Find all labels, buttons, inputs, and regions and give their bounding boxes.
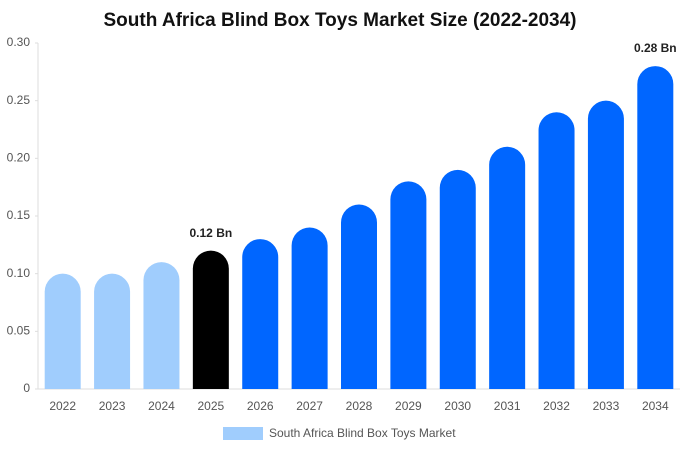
bar — [439, 169, 476, 389]
y-tick-label: 0.25 — [7, 93, 31, 107]
bar — [192, 250, 229, 389]
x-tick-label: 2034 — [642, 399, 669, 413]
bar — [341, 204, 377, 389]
y-tick-label: 0.15 — [7, 208, 31, 222]
legend-label: South Africa Blind Box Toys Market — [269, 426, 456, 440]
chart-title: South Africa Blind Box Toys Market Size … — [103, 10, 576, 31]
y-tick-label: 0.10 — [7, 266, 31, 280]
bar — [587, 100, 624, 389]
x-tick-label: 2031 — [494, 399, 521, 413]
x-tick-label: 2024 — [148, 399, 175, 413]
y-tick-label: 0.30 — [7, 35, 31, 49]
y-tick-label: 0.05 — [7, 324, 31, 338]
x-tick-label: 2026 — [247, 399, 274, 413]
bar — [143, 262, 180, 389]
x-tick-label: 2029 — [395, 399, 422, 413]
x-tick-label: 2027 — [296, 399, 323, 413]
x-tick-label: 2033 — [593, 399, 620, 413]
y-tick-label: 0.20 — [7, 151, 31, 165]
bar — [242, 239, 279, 389]
bar — [291, 227, 328, 389]
x-tick-label: 2032 — [543, 399, 570, 413]
bar — [390, 181, 427, 389]
x-tick-label: 2030 — [444, 399, 471, 413]
y-tick-label: 0 — [23, 381, 30, 395]
x-tick-label: 2022 — [49, 399, 76, 413]
bar — [44, 273, 81, 389]
value-label: 0.28 Bn — [634, 41, 677, 55]
value-label: 0.12 Bn — [190, 226, 233, 240]
bar — [489, 146, 526, 389]
legend-swatch — [223, 427, 263, 440]
bar — [538, 112, 575, 389]
bar — [637, 66, 674, 389]
x-tick-label: 2028 — [346, 399, 373, 413]
bar — [94, 273, 131, 389]
x-tick-label: 2025 — [197, 399, 224, 413]
x-tick-label: 2023 — [99, 399, 126, 413]
